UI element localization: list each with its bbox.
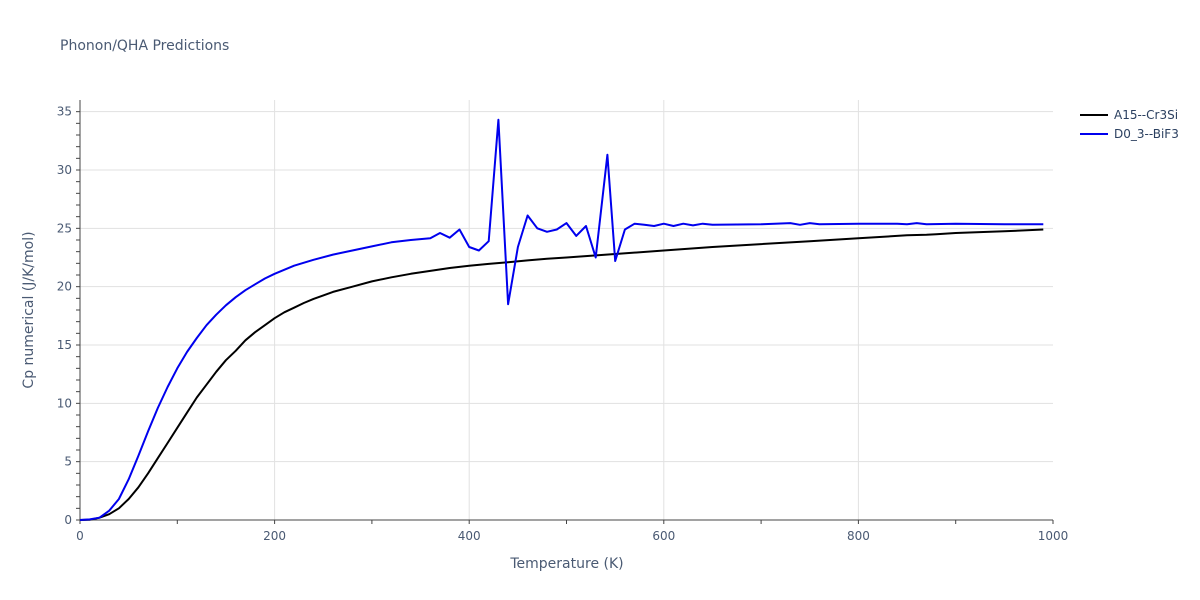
y-tick-label: 15 bbox=[57, 338, 72, 352]
x-tick-label: 600 bbox=[652, 529, 675, 543]
y-tick-label: 35 bbox=[57, 105, 72, 119]
chart-title: Phonon/QHA Predictions bbox=[60, 38, 229, 54]
x-axis-ticks: 0 200 400 600 800 1000 bbox=[76, 520, 1068, 543]
legend-item[interactable]: A15--Cr3Si bbox=[1080, 108, 1178, 122]
legend-label: D0_3--BiF3 bbox=[1114, 127, 1179, 141]
y-tick-label: 0 bbox=[64, 513, 72, 527]
series-lines bbox=[79, 118, 1044, 521]
series-line-0 bbox=[79, 228, 1044, 521]
legend-label: A15--Cr3Si bbox=[1114, 108, 1178, 122]
legend[interactable]: A15--Cr3Si D0_3--BiF3 bbox=[1080, 108, 1179, 141]
y-axis-title: Cp numerical (J/K/mol) bbox=[21, 231, 37, 388]
y-tick-label: 10 bbox=[57, 396, 72, 410]
y-axis-ticks: 0 5 10 15 20 25 30 35 bbox=[57, 105, 80, 527]
y-tick-label: 20 bbox=[57, 280, 72, 294]
x-tick-label: 1000 bbox=[1038, 529, 1069, 543]
x-tick-label: 0 bbox=[76, 529, 84, 543]
x-axis-title: Temperature (K) bbox=[509, 556, 623, 572]
x-tick-label: 200 bbox=[263, 529, 286, 543]
x-tick-label: 800 bbox=[847, 529, 870, 543]
x-tick-label: 400 bbox=[458, 529, 481, 543]
legend-item[interactable]: D0_3--BiF3 bbox=[1080, 127, 1179, 141]
grid bbox=[79, 100, 1053, 521]
y-tick-label: 25 bbox=[57, 221, 72, 235]
series-line-1 bbox=[79, 118, 1044, 521]
y-tick-label: 30 bbox=[57, 163, 72, 177]
y-tick-label: 5 bbox=[64, 455, 72, 469]
